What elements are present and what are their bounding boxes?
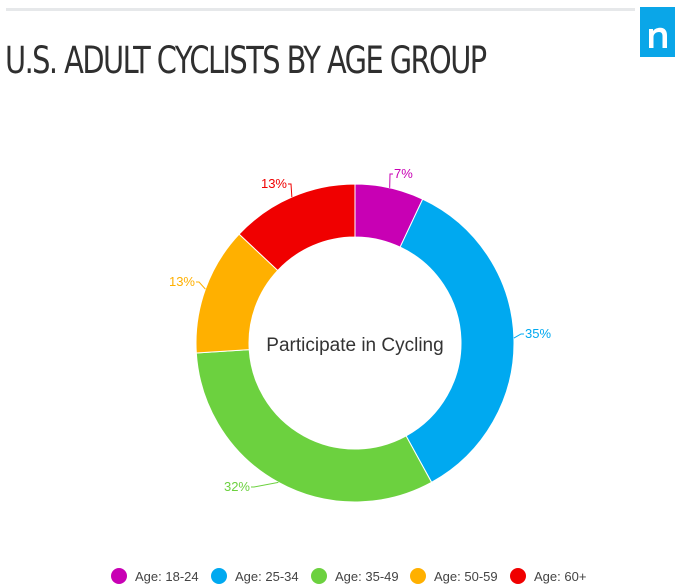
connector-age-60 (288, 183, 293, 198)
legend-swatch (510, 568, 526, 584)
legend-swatch (311, 568, 327, 584)
legend-item-age-18-24[interactable]: Age: 18-24 (111, 566, 199, 586)
slice-age-60[interactable] (238, 183, 356, 272)
legend-label: Age: 18-24 (135, 568, 199, 584)
data-label-age-18-24: 7% (394, 166, 413, 181)
top-rule (6, 8, 635, 11)
center-label: Participate in Cycling (266, 335, 443, 356)
legend-label: Age: 50-59 (434, 568, 498, 584)
slice-age-35-49[interactable] (195, 349, 433, 503)
data-label-age-60: 13% (261, 176, 287, 191)
nielsen-n-icon (649, 27, 667, 48)
connector-age-18-24 (389, 173, 393, 188)
legend-swatch (111, 568, 127, 584)
slice-age-25-34[interactable] (399, 198, 515, 484)
nielsen-logo (640, 7, 675, 57)
chart-legend: Age: 18-24 Age: 25-34 Age: 35-49 Age: 50-59… (0, 566, 679, 586)
legend-item-age-25-34[interactable]: Age: 25-34 (211, 566, 299, 586)
legend-item-age-60[interactable]: Age: 60+ (510, 566, 586, 586)
legend-item-age-50-59[interactable]: Age: 50-59 (410, 566, 498, 586)
connector-age-25-34 (513, 333, 524, 339)
legend-swatch (410, 568, 426, 584)
legend-swatch (211, 568, 227, 584)
legend-label: Age: 60+ (534, 568, 587, 584)
chart-title: U.S. ADULT CYCLISTS BY AGE GROUP (5, 39, 487, 82)
connector-age-35-49 (251, 481, 279, 488)
legend-label: Age: 35-49 (335, 568, 399, 584)
data-label-age-50-59: 13% (169, 274, 195, 289)
legend-item-age-35-49[interactable]: Age: 35-49 (311, 566, 399, 586)
connector-age-50-59 (196, 281, 206, 290)
data-label-age-25-34: 35% (525, 326, 551, 341)
donut-chart: 7% 35% 32% 13% 13% Participate in Cycling (169, 166, 551, 503)
data-label-age-35-49: 32% (224, 479, 250, 494)
legend-label: Age: 25-34 (235, 568, 299, 584)
